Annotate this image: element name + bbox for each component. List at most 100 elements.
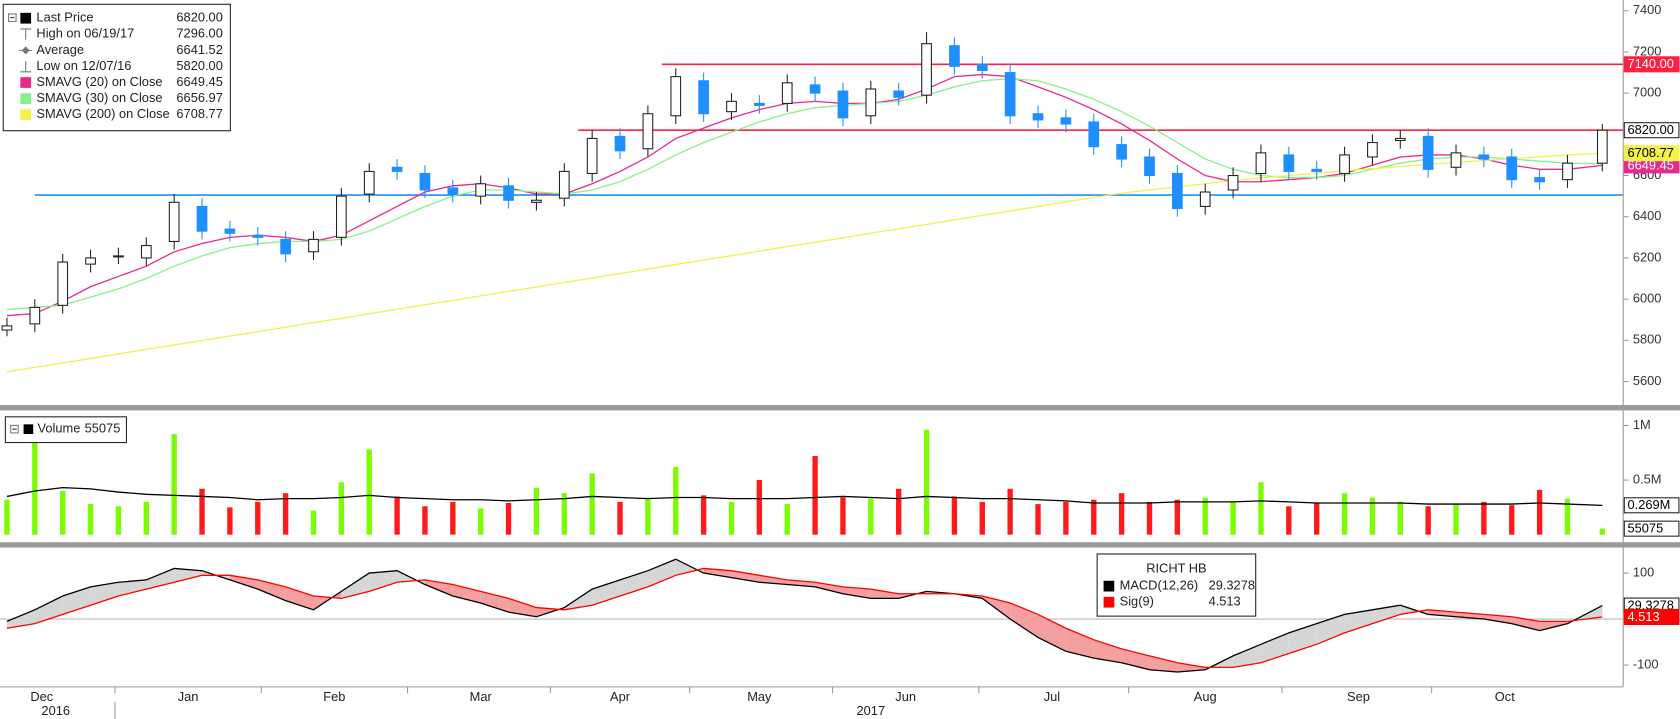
candle-body	[447, 187, 459, 195]
y-tick-label: 0.5M	[1633, 471, 1662, 486]
volume-bar	[645, 497, 651, 535]
volume-bar	[1536, 489, 1543, 535]
x-tick-label: Jun	[895, 689, 916, 704]
x-tick-label: Oct	[1495, 689, 1515, 704]
legend-label: Sig(9)	[1120, 594, 1154, 609]
legend-name: Volume	[38, 421, 81, 436]
last-price-label-box	[1623, 122, 1680, 139]
legend-marker	[23, 424, 34, 434]
indicator-last-label: 4.513	[1628, 609, 1660, 624]
indicator-line	[6, 567, 1603, 668]
moving-average-label: 6708.77	[1628, 145, 1674, 160]
volume-bar	[338, 482, 345, 535]
macd-signal-fill	[174, 568, 203, 583]
volume-bar	[617, 501, 623, 535]
volume-average-label: 0.269M	[1628, 497, 1671, 512]
legend-label: High on 06/19/17	[36, 26, 134, 41]
candle-body	[280, 238, 291, 255]
volume-bar	[951, 496, 958, 535]
candle-body	[809, 84, 821, 94]
volume-bar	[868, 498, 874, 535]
volume-bar	[450, 501, 456, 535]
volume-bar	[1258, 482, 1264, 535]
volume-bar	[1341, 493, 1348, 535]
volume-bar	[784, 504, 790, 535]
candle-body	[1116, 144, 1127, 160]
macd-signal-fill	[1093, 639, 1122, 663]
candle-body	[224, 228, 236, 234]
macd-signal-fill	[1149, 655, 1178, 672]
volume-bar	[60, 490, 66, 535]
legend-value: 7296.00	[176, 26, 222, 41]
last-price-label: 6820.00	[1628, 122, 1674, 137]
candle-body	[1367, 142, 1378, 158]
candle-body	[308, 238, 319, 253]
end-labels: 7140.006820.006649.456708.770.269M550752…	[1623, 56, 1680, 626]
candle-body	[57, 261, 69, 306]
candle-body	[1088, 121, 1100, 148]
volume-bar	[1314, 502, 1320, 535]
y-tick-label: 5600	[1633, 373, 1662, 388]
y-tick-label: 7200	[1633, 43, 1662, 58]
candle-body	[252, 234, 264, 238]
candle-body	[1032, 113, 1044, 121]
y-tick-label: -100	[1633, 656, 1659, 671]
y-tick-label: 6200	[1633, 249, 1662, 264]
legend-value: 5820.00	[176, 58, 222, 73]
y-tick-label: 100	[1633, 564, 1654, 579]
candle-body	[726, 100, 737, 113]
candle-body	[475, 183, 487, 197]
candle-body	[391, 166, 403, 172]
moving-average-line	[6, 73, 1603, 317]
x-tick-label: Jan	[178, 689, 199, 704]
macd-signal-fill	[6, 609, 35, 629]
candle-body	[503, 185, 514, 201]
volume-bar	[812, 456, 818, 535]
volume-bar	[896, 488, 902, 535]
x-tick-label: Jul	[1044, 689, 1060, 704]
x-tick-label: Dec	[30, 689, 53, 704]
candle-body	[893, 90, 905, 98]
candle-body	[1227, 174, 1239, 191]
volume-last-label-box	[1623, 520, 1680, 537]
candle-body	[113, 255, 124, 258]
volume-bar	[756, 480, 763, 535]
candle-body	[1171, 172, 1183, 210]
volume-bar	[1230, 501, 1236, 535]
volume-average-label-box	[1623, 497, 1680, 514]
legend-value: 55075	[85, 421, 121, 436]
legend-marker	[20, 28, 32, 40]
macd-signal-fill	[842, 586, 871, 599]
candle-body	[1339, 154, 1350, 175]
macd-signal-fill	[452, 584, 481, 603]
legend-title: RICHT HB	[1146, 560, 1206, 575]
macd-legend: RICHT HB MACD(12,26) 29.3278 Sig(9) 4.513	[1096, 553, 1257, 617]
legend-label: Low on 12/07/16	[36, 58, 131, 73]
legend-value: 4.513	[1209, 594, 1241, 609]
volume-bar	[1091, 499, 1097, 535]
volume-bar	[199, 488, 205, 535]
macd-signal-fill	[1344, 609, 1373, 633]
candle-body	[1004, 71, 1016, 117]
volume-bar	[255, 501, 261, 535]
x-tick-label: Aug	[1194, 689, 1217, 704]
volume-bar	[1007, 488, 1013, 535]
macd-signal-fill	[90, 582, 119, 606]
candle-body	[1534, 177, 1545, 183]
volume-bar	[1063, 501, 1069, 535]
macd-signal-fill	[592, 579, 621, 606]
candle-body	[1450, 152, 1462, 168]
y-tick-label: 1M	[1633, 417, 1651, 432]
volume-bar	[1425, 506, 1431, 535]
macd-signal-fill	[787, 579, 816, 587]
volume-bar	[1564, 498, 1571, 535]
candle-body	[419, 172, 431, 191]
legend-value: 29.3278	[1209, 578, 1255, 593]
candle-body	[1060, 117, 1072, 125]
level-label-box	[1623, 56, 1680, 73]
legend-marker	[1103, 596, 1115, 608]
volume-bar	[979, 501, 985, 535]
indicator-last-label-box	[1623, 608, 1680, 626]
volume-bar	[1481, 501, 1487, 535]
macd-signal-fill	[647, 559, 676, 587]
